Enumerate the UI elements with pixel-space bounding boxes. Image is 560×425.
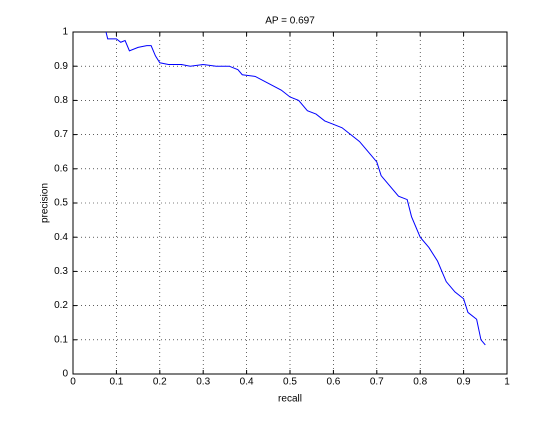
x-tick-label: 0.3 <box>196 377 210 388</box>
y-tick-label: 0.6 <box>54 163 68 174</box>
y-tick-label: 1 <box>62 27 68 38</box>
plot-frame <box>72 31 508 375</box>
y-tick-label: 0 <box>62 369 68 380</box>
x-tick-label: 0.2 <box>153 377 167 388</box>
x-tick-label: 0.7 <box>370 377 384 388</box>
chart-title: AP = 0.697 <box>265 16 315 27</box>
y-axis-label: precision <box>40 183 51 223</box>
x-tick-label: 0.9 <box>457 377 471 388</box>
y-tick-label: 0.9 <box>54 61 68 72</box>
x-tick-label: 0.1 <box>109 377 123 388</box>
data-line <box>105 31 486 346</box>
x-tick-label: 0.4 <box>240 377 254 388</box>
y-tick-label: 0.5 <box>54 198 68 209</box>
x-tick-label: 0.5 <box>283 377 297 388</box>
y-tick-label: 0.4 <box>54 232 68 243</box>
y-tick-label: 0.7 <box>54 129 68 140</box>
y-tick-label: 0.1 <box>54 334 68 345</box>
x-tick-label: 1 <box>504 377 510 388</box>
x-tick-label: 0 <box>70 377 76 388</box>
y-tick-label: 0.8 <box>54 95 68 106</box>
y-tick-label: 0.2 <box>54 300 68 311</box>
x-tick-label: 0.6 <box>326 377 340 388</box>
x-axis-label: recall <box>278 394 302 405</box>
y-tick-label: 0.3 <box>54 266 68 277</box>
x-tick-label: 0.8 <box>413 377 427 388</box>
